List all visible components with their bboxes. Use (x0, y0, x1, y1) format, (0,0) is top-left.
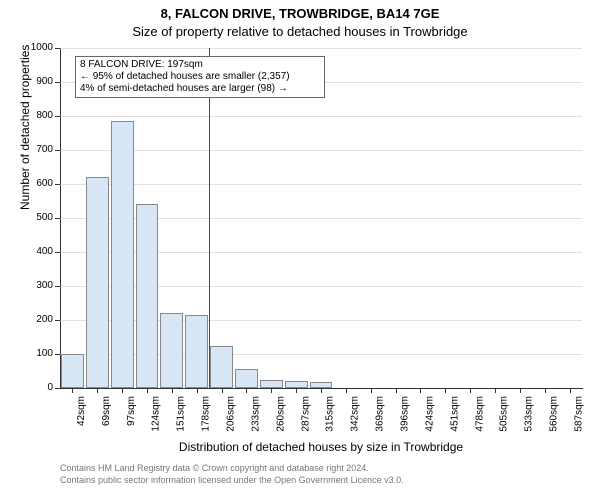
xtick-label: 369sqm (375, 396, 386, 432)
ytick-label: 1000 (15, 42, 53, 53)
xtick-label: 233sqm (250, 396, 261, 432)
xtick-label: 260sqm (275, 396, 286, 432)
gridline (60, 150, 582, 151)
ytick-label: 900 (15, 76, 53, 87)
ytick-label: 400 (15, 246, 53, 257)
ytick-mark (55, 48, 60, 49)
histogram-bar (285, 381, 308, 388)
ytick-mark (55, 320, 60, 321)
chart-container: 8, FALCON DRIVE, TROWBRIDGE, BA14 7GE Si… (0, 0, 600, 500)
ytick-label: 600 (15, 178, 53, 189)
xtick-label: 587sqm (574, 396, 585, 432)
xtick-mark (495, 388, 496, 393)
xtick-mark (296, 388, 297, 393)
xtick-mark (445, 388, 446, 393)
chart-title-line1: 8, FALCON DRIVE, TROWBRIDGE, BA14 7GE (0, 6, 600, 21)
histogram-bar (61, 354, 84, 388)
histogram-bar (210, 346, 233, 389)
xtick-label: 396sqm (400, 396, 411, 432)
xtick-mark (570, 388, 571, 393)
ytick-mark (55, 218, 60, 219)
xtick-label: 315sqm (325, 396, 336, 432)
ytick-mark (55, 116, 60, 117)
histogram-bar (185, 315, 208, 388)
ytick-mark (55, 354, 60, 355)
xtick-label: 42sqm (76, 396, 87, 426)
xtick-mark (346, 388, 347, 393)
xtick-label: 451sqm (449, 396, 460, 432)
xtick-mark (72, 388, 73, 393)
xtick-mark (371, 388, 372, 393)
xtick-label: 206sqm (226, 396, 237, 432)
footer-attribution: Contains HM Land Registry data © Crown c… (60, 463, 404, 486)
annotation-line: 4% of semi-detached houses are larger (9… (80, 83, 320, 95)
xtick-mark (222, 388, 223, 393)
xtick-label: 69sqm (101, 396, 112, 426)
xtick-label: 342sqm (350, 396, 361, 432)
ytick-mark (55, 184, 60, 185)
footer-line1: Contains HM Land Registry data © Crown c… (60, 463, 404, 475)
xtick-mark (271, 388, 272, 393)
ytick-label: 300 (15, 280, 53, 291)
chart-title-line2: Size of property relative to detached ho… (0, 24, 600, 39)
ytick-mark (55, 252, 60, 253)
xtick-mark (396, 388, 397, 393)
footer-line2: Contains public sector information licen… (60, 475, 404, 487)
xtick-label: 424sqm (424, 396, 435, 432)
gridline (60, 184, 582, 185)
xtick-mark (97, 388, 98, 393)
xtick-label: 478sqm (474, 396, 485, 432)
xtick-mark (520, 388, 521, 393)
x-axis-label: Distribution of detached houses by size … (60, 440, 582, 454)
gridline (60, 48, 582, 49)
xtick-label: 560sqm (549, 396, 560, 432)
xtick-mark (321, 388, 322, 393)
ytick-label: 100 (15, 348, 53, 359)
ytick-mark (55, 150, 60, 151)
ytick-label: 0 (15, 382, 53, 393)
histogram-bar (235, 369, 258, 388)
xtick-mark (147, 388, 148, 393)
xtick-mark (172, 388, 173, 393)
xtick-mark (122, 388, 123, 393)
annotation-box: 8 FALCON DRIVE: 197sqm← 95% of detached … (75, 56, 325, 98)
ytick-mark (55, 82, 60, 83)
ytick-label: 500 (15, 212, 53, 223)
xtick-mark (246, 388, 247, 393)
xtick-label: 287sqm (300, 396, 311, 432)
ytick-mark (55, 388, 60, 389)
gridline (60, 116, 582, 117)
annotation-line: ← 95% of detached houses are smaller (2,… (80, 71, 320, 83)
histogram-bar (160, 313, 183, 388)
xtick-label: 178sqm (201, 396, 212, 432)
annotation-line: 8 FALCON DRIVE: 197sqm (80, 59, 320, 71)
xtick-mark (197, 388, 198, 393)
xtick-mark (470, 388, 471, 393)
ytick-label: 700 (15, 144, 53, 155)
ytick-label: 200 (15, 314, 53, 325)
histogram-bar (111, 121, 134, 388)
histogram-bar (260, 380, 283, 389)
ytick-mark (55, 286, 60, 287)
xtick-label: 97sqm (126, 396, 137, 426)
xtick-label: 124sqm (151, 396, 162, 432)
xtick-label: 505sqm (499, 396, 510, 432)
histogram-bar (86, 177, 109, 388)
histogram-bar (136, 204, 159, 388)
reference-line (209, 48, 210, 388)
xtick-label: 151sqm (176, 396, 187, 432)
ytick-label: 800 (15, 110, 53, 121)
xtick-mark (545, 388, 546, 393)
xtick-label: 533sqm (524, 396, 535, 432)
xtick-mark (420, 388, 421, 393)
